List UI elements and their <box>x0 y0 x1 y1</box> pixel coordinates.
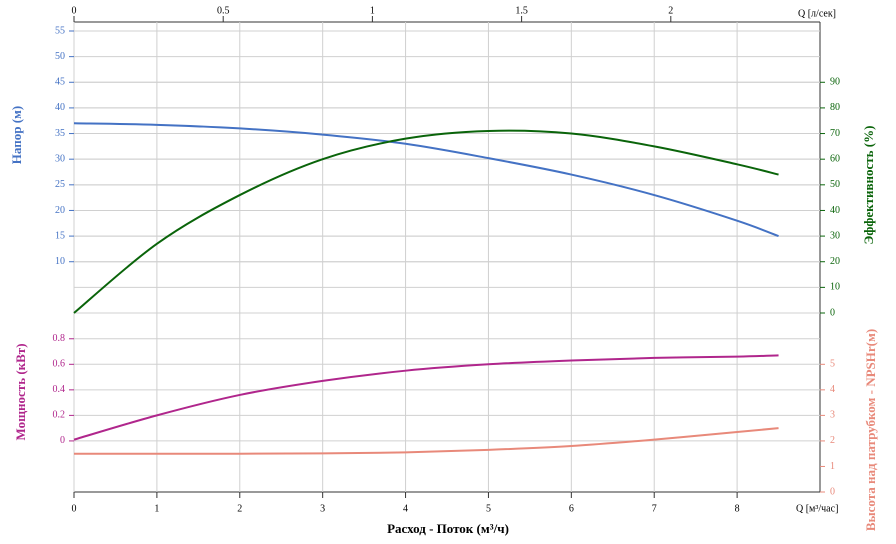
x-tick-label: 7 <box>652 503 657 514</box>
y2-tick-label: 4 <box>830 384 835 395</box>
y-tick-label: 35 <box>55 128 65 139</box>
y2-tick-label: 3 <box>830 410 835 421</box>
x-tick-label: 0 <box>72 503 77 514</box>
y2-tick-label: 40 <box>830 205 840 216</box>
y-tick-label: 30 <box>55 153 65 164</box>
bottom-axis-unit: Q [м³/час] <box>796 503 838 514</box>
y2-tick-label: 60 <box>830 153 840 164</box>
head-axis-title: Напор (м) <box>9 106 24 164</box>
x-tick-label: 4 <box>403 503 408 514</box>
y-tick-label: 0 <box>60 435 65 446</box>
y-tick-label: 20 <box>55 205 65 216</box>
y2-tick-label: 10 <box>830 282 840 293</box>
x-tick-label: 5 <box>486 503 491 514</box>
x2-tick-label: 0.5 <box>217 5 230 16</box>
x-tick-label: 1 <box>154 503 159 514</box>
x2-tick-label: 1 <box>370 5 375 16</box>
x2-tick-label: 2 <box>668 5 673 16</box>
y-tick-label: 15 <box>55 230 65 241</box>
x2-tick-label: 0 <box>72 5 77 16</box>
npsh-axis-title: Высота над патрубком - NPSHr(м) <box>863 329 878 531</box>
series-line <box>73 354 779 441</box>
y-tick-label: 25 <box>55 179 65 190</box>
y2-tick-label: 0 <box>830 307 835 318</box>
y-tick-label: 10 <box>55 256 65 267</box>
x2-tick-label: 1.5 <box>515 5 528 16</box>
x-tick-label: 3 <box>320 503 325 514</box>
y-tick-label: 0.8 <box>53 333 66 344</box>
y2-tick-label: 5 <box>830 359 835 370</box>
top-axis-unit: Q [л/сек] <box>798 8 836 19</box>
x-tick-label: 6 <box>569 503 574 514</box>
y-tick-label: 40 <box>55 102 65 113</box>
y-tick-label: 0.2 <box>53 410 66 421</box>
efficiency-axis-title: Эффективность (%) <box>861 126 876 245</box>
y-tick-label: 0.6 <box>53 359 66 370</box>
y2-tick-label: 90 <box>830 77 840 88</box>
y-tick-label: 55 <box>55 25 65 36</box>
y2-tick-label: 50 <box>830 179 840 190</box>
y2-tick-label: 70 <box>830 128 840 139</box>
y2-tick-label: 80 <box>830 102 840 113</box>
series-line <box>74 427 779 455</box>
y2-tick-label: 1 <box>830 461 835 472</box>
y-tick-label: 0.4 <box>53 384 66 395</box>
x-tick-label: 2 <box>237 503 242 514</box>
power-axis-title: Мощность (кВт) <box>13 343 28 440</box>
y2-tick-label: 0 <box>830 486 835 497</box>
y2-tick-label: 2 <box>830 435 835 446</box>
y2-tick-label: 20 <box>830 256 840 267</box>
series-line <box>73 122 779 238</box>
x-axis-title: Расход - Поток (м³/ч) <box>387 521 509 536</box>
x-tick-label: 8 <box>735 503 740 514</box>
series-line <box>73 129 779 314</box>
y-tick-label: 50 <box>55 51 65 62</box>
y-tick-label: 45 <box>55 77 65 88</box>
y2-tick-label: 30 <box>830 230 840 241</box>
